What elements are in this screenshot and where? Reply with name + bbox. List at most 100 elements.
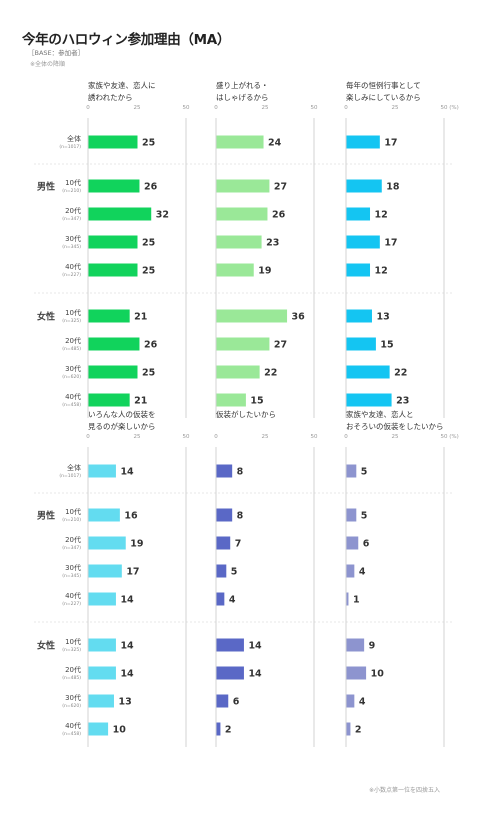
row-n-label: (n=458)	[62, 731, 81, 737]
row-n-label: (n=1017)	[59, 144, 81, 150]
x-tick-label: 50	[183, 434, 190, 440]
bar-value-label: 15	[380, 340, 393, 351]
bar	[216, 464, 233, 478]
panel-title: おそろいの仮装をしたいから	[346, 421, 444, 431]
bar-value-label: 25	[142, 266, 155, 277]
bar	[88, 666, 116, 680]
bar	[346, 722, 351, 736]
bar-value-label: 18	[386, 182, 400, 193]
row-label: 20代	[65, 535, 81, 544]
bar	[346, 564, 355, 578]
panel-title: いろんな人の仮装を	[88, 409, 156, 419]
bar	[346, 235, 380, 249]
bar-value-label: 14	[120, 669, 134, 680]
bar-value-label: 4	[359, 567, 366, 578]
panel-title: 家族や友達、恋人に	[88, 80, 156, 90]
bar	[216, 365, 260, 379]
bar-value-label: 17	[126, 567, 139, 578]
bar	[346, 464, 357, 478]
bar	[346, 135, 380, 149]
row-label: 全体	[67, 463, 81, 472]
bar-value-label: 5	[361, 511, 368, 522]
bar-value-label: 23	[396, 396, 409, 407]
x-tick-label: 25	[262, 105, 269, 111]
bar	[88, 508, 120, 522]
chart-title: 今年のハロウィン参加理由（MA）	[22, 32, 231, 48]
row-n-label: (n=325)	[62, 647, 81, 653]
bar-value-label: 14	[248, 669, 262, 680]
group-label: 女性	[37, 311, 55, 323]
bar-value-label: 25	[142, 368, 155, 379]
bar-value-label: 14	[120, 467, 134, 478]
bar	[216, 337, 270, 351]
bar-value-label: 17	[384, 138, 397, 149]
bar-value-label: 27	[274, 182, 287, 193]
bar-value-label: 13	[118, 697, 131, 708]
panel-title: はしゃげるから	[216, 93, 269, 102]
row-n-label: (n=227)	[62, 272, 81, 278]
row-n-label: (n=210)	[62, 517, 81, 523]
x-tick-label: 50	[311, 434, 318, 440]
row-label: 30代	[65, 693, 81, 702]
row-label: 40代	[65, 721, 81, 730]
bar-value-label: 8	[237, 467, 244, 478]
x-tick-label: 25	[134, 434, 141, 440]
row-label: 20代	[65, 665, 81, 674]
row-n-label: (n=345)	[62, 573, 81, 579]
bar	[216, 235, 262, 249]
row-label: 40代	[65, 262, 81, 271]
bar	[216, 508, 233, 522]
bar	[88, 638, 116, 652]
row-n-label: (n=458)	[62, 402, 81, 408]
bar-value-label: 14	[248, 641, 262, 652]
row-label: 20代	[65, 336, 81, 345]
bar-value-label: 4	[229, 595, 236, 606]
bar	[346, 365, 390, 379]
row-label: 30代	[65, 364, 81, 373]
bar-value-label: 10	[371, 669, 385, 680]
row-label: 30代	[65, 234, 81, 243]
bar	[346, 508, 357, 522]
bar-value-label: 5	[231, 567, 238, 578]
panel-title: 家族や友達、恋人と	[346, 409, 414, 419]
bar	[216, 564, 227, 578]
panel-title: 仮装がしたいから	[216, 409, 276, 419]
bar-value-label: 7	[235, 539, 242, 550]
row-label: 40代	[65, 392, 81, 401]
row-label: 全体	[67, 134, 81, 143]
bar	[88, 592, 116, 606]
x-tick-label: 0	[86, 434, 90, 440]
bar	[346, 638, 365, 652]
bar-value-label: 26	[144, 182, 158, 193]
row-n-label: (n=210)	[62, 188, 81, 194]
group-label: 女性	[37, 640, 55, 652]
bar	[346, 337, 376, 351]
bar-value-label: 26	[272, 210, 286, 221]
bar	[216, 666, 244, 680]
bar-value-label: 5	[361, 467, 368, 478]
bar	[88, 694, 114, 708]
bar-value-label: 22	[264, 368, 277, 379]
bar-value-label: 26	[144, 340, 158, 351]
row-n-label: (n=345)	[62, 244, 81, 250]
bar-value-label: 21	[134, 396, 147, 407]
row-n-label: (n=620)	[62, 374, 81, 380]
bar	[346, 694, 355, 708]
bar-value-label: 17	[384, 238, 397, 249]
x-tick-label: 0	[344, 434, 348, 440]
x-tick-label: 0	[86, 105, 90, 111]
bar-value-label: 32	[156, 210, 169, 221]
x-tick-label: 25	[262, 434, 269, 440]
bar-value-label: 14	[120, 595, 134, 606]
bar	[88, 464, 116, 478]
x-tick-label: 0	[344, 105, 348, 111]
bar	[346, 263, 371, 277]
row-n-label: (n=325)	[62, 318, 81, 324]
bar	[88, 564, 122, 578]
bar-value-label: 25	[142, 238, 155, 249]
bar-value-label: 19	[130, 539, 143, 550]
panel-title: 見るのが楽しいから	[88, 421, 156, 431]
bar	[216, 722, 221, 736]
footnote: ※小数点第一位を四捨五入	[369, 787, 441, 794]
bar	[216, 393, 246, 407]
